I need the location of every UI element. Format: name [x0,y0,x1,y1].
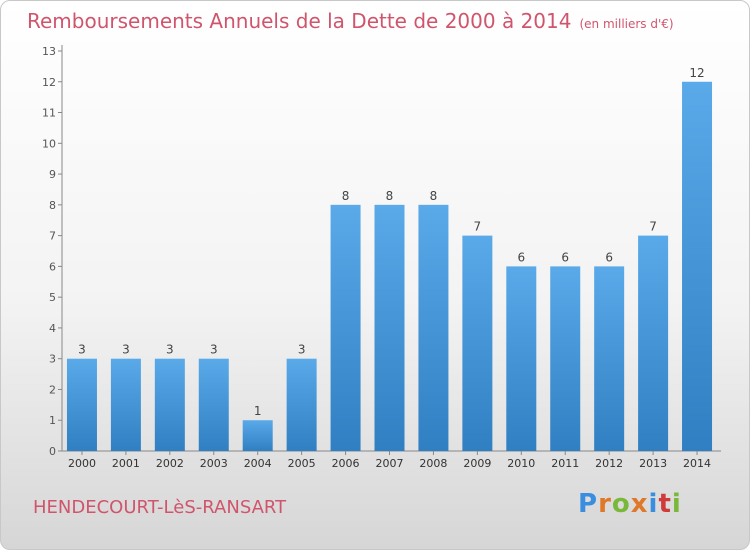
x-tick-label: 2001 [112,457,140,470]
bar-value-label: 3 [78,343,86,357]
y-tick-label: 4 [49,322,56,335]
y-tick-label: 1 [49,414,56,427]
x-tick-label: 2010 [507,457,535,470]
bar [594,266,625,451]
logo-letter: i [671,489,682,519]
bar-value-label: 3 [166,343,174,357]
y-tick-label: 7 [49,230,56,243]
bar [374,204,405,451]
bar-value-label: 12 [689,66,704,80]
chart-subtitle: (en milliers d'€) [579,17,674,31]
logo-letter: x [630,489,649,519]
bar-value-label: 7 [474,220,482,234]
logo-letter: t [658,489,672,519]
x-tick-label: 2009 [463,457,491,470]
y-tick-label: 2 [49,383,56,396]
bar [550,266,581,451]
chart-title: Remboursements Annuels de la Dette de 20… [27,9,674,33]
x-tick-label: 2004 [244,457,272,470]
y-tick-label: 6 [49,260,56,273]
proxiti-logo: Proxiti [578,489,682,519]
bar [682,81,713,452]
bar [638,235,669,451]
y-tick-label: 13 [42,45,56,58]
bar-value-label: 3 [122,343,130,357]
x-tick-label: 2014 [683,457,711,470]
bar-value-label: 3 [298,343,306,357]
chart-title-text: Remboursements Annuels de la Dette de 20… [27,9,572,33]
y-tick-label: 3 [49,353,56,366]
x-tick-label: 2003 [200,457,228,470]
bar [330,204,361,451]
logo-letter: o [611,489,631,519]
y-tick-label: 5 [49,291,56,304]
y-tick-label: 12 [42,76,56,89]
bar-value-label: 6 [561,250,569,264]
bar [154,358,185,451]
bar-value-label: 7 [649,220,657,234]
x-tick-label: 2002 [156,457,184,470]
y-tick-label: 10 [42,137,56,150]
bar-value-label: 6 [517,250,525,264]
bar [66,358,97,451]
bar [506,266,537,451]
bar-value-label: 1 [254,404,262,418]
bar-value-label: 6 [605,250,613,264]
bar-value-label: 3 [210,343,218,357]
bar-value-label: 8 [386,189,394,203]
bar [418,204,449,451]
x-tick-label: 2006 [332,457,360,470]
logo-letter: P [578,489,599,519]
x-tick-label: 2007 [376,457,404,470]
bar [242,420,273,451]
y-tick-label: 11 [42,107,56,120]
x-tick-label: 2005 [288,457,316,470]
bar-value-label: 8 [430,189,438,203]
x-tick-label: 2012 [595,457,623,470]
logo-letter: i [648,489,659,519]
x-tick-label: 2000 [68,457,96,470]
x-tick-label: 2011 [551,457,579,470]
logo-letter: r [598,489,612,519]
city-name: HENDECOURT-LèS-RANSART [33,497,287,518]
x-tick-label: 2013 [639,457,667,470]
y-tick-label: 0 [49,445,56,458]
bar [110,358,141,451]
bar [198,358,229,451]
x-tick-label: 2008 [419,457,447,470]
bar-value-label: 8 [342,189,350,203]
bar [462,235,493,451]
bar [286,358,317,451]
y-tick-label: 8 [49,199,56,212]
y-tick-label: 9 [49,168,56,181]
